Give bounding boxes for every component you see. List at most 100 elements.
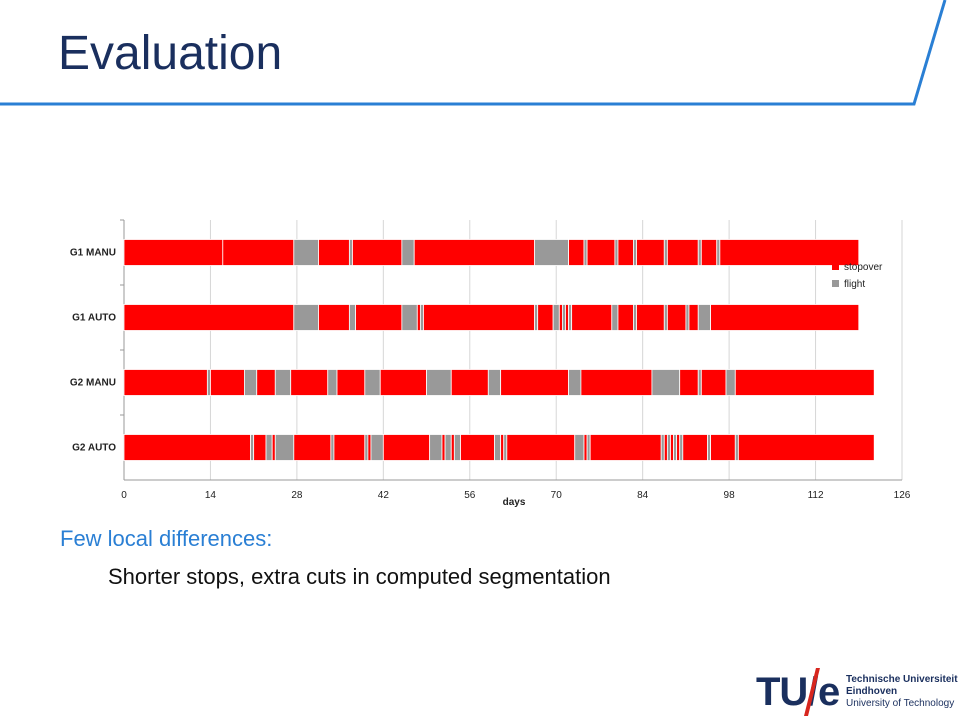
segment-flight-r0-s18	[697, 239, 702, 266]
row-label-2: G2 MANU	[70, 378, 116, 389]
segment-flight-r3-s37	[734, 434, 739, 461]
segment-stopover-r1-s6	[416, 304, 421, 331]
segment-stopover-r0-s5	[352, 239, 403, 266]
segment-stopover-r3-s12	[382, 434, 431, 461]
logo-line-2: Eindhoven	[846, 686, 898, 697]
segment-stopover-r2-s4	[256, 369, 276, 396]
segment-flight-r3-s27	[660, 434, 665, 461]
segment-flight-r3-s31	[673, 434, 678, 461]
x-tick-label-6: 84	[637, 490, 649, 501]
segment-stopover-r3-s24	[583, 434, 588, 461]
segment-flight-r1-s21	[663, 304, 668, 331]
segment-flight-r2-s21	[725, 369, 736, 396]
segment-flight-r2-s9	[364, 369, 381, 396]
logo-line-1: Technische Universiteit	[846, 674, 958, 685]
segment-flight-r0-s10	[583, 239, 588, 266]
segment-flight-r1-s13	[561, 304, 566, 331]
timeline-chart: G1 MANU G1 AUTO G2 MANU G2 AUTO 0 14 28 42 56 70…	[70, 219, 911, 508]
chart-legend: stopover flight	[832, 262, 883, 290]
segment-flight-r3-s19	[494, 434, 502, 461]
segment-flight-r2-s15	[568, 369, 582, 396]
segment-stopover-r0-s13	[617, 239, 634, 266]
x-tick-label-3: 42	[378, 490, 390, 501]
segment-stopover-r3-s22	[506, 434, 576, 461]
segment-flight-r3-s9	[364, 434, 369, 461]
tue-logo: TU/ e Technische Universiteit Eindhoven …	[756, 668, 958, 718]
x-tick-label-0: 0	[121, 490, 127, 501]
segment-flight-r0-s20	[716, 239, 721, 266]
chart-bars	[123, 239, 875, 461]
segment-stopover-r3-s28	[663, 434, 668, 461]
segment-flight-r1-s11	[552, 304, 560, 331]
segment-stopover-r3-s36	[710, 434, 736, 461]
segment-flight-r1-s25	[697, 304, 711, 331]
segment-stopover-r0-s17	[666, 239, 699, 266]
segment-stopover-r3-s14	[441, 434, 446, 461]
segment-flight-r1-s17	[611, 304, 619, 331]
segment-flight-r3-s29	[666, 434, 671, 461]
segment-stopover-r3-s38	[737, 434, 875, 461]
segment-flight-r0-s8	[534, 239, 569, 266]
segment-flight-r2-s13	[487, 369, 502, 396]
segment-stopover-r1-s8	[423, 304, 536, 331]
segment-flight-r0-s4	[348, 239, 353, 266]
segment-flight-r0-s16	[663, 239, 668, 266]
segment-flight-r3-s23	[574, 434, 585, 461]
segment-stopover-r3-s20	[500, 434, 505, 461]
x-axis-tick-labels: 0 14 28 42 56 70 84 98 112 126	[121, 490, 911, 501]
segment-flight-r0-s6	[401, 239, 415, 266]
legend-swatch-stopover	[832, 263, 839, 270]
segment-stopover-r2-s16	[580, 369, 653, 396]
segment-flight-r1-s23	[685, 304, 690, 331]
x-tick-label-1: 14	[205, 490, 217, 501]
segment-flight-r1-s15	[568, 304, 573, 331]
segment-stopover-r2-s10	[379, 369, 427, 396]
segment-flight-r2-s19	[697, 369, 702, 396]
segment-stopover-r1-s24	[688, 304, 699, 331]
segment-flight-r2-s7	[327, 369, 338, 396]
segment-flight-r3-s7	[330, 434, 335, 461]
segment-stopover-r1-s22	[666, 304, 687, 331]
segment-stopover-r0-s1	[222, 239, 295, 266]
segment-stopover-r0-s9	[568, 239, 585, 266]
segment-stopover-r1-s16	[571, 304, 613, 331]
x-tick-label-5: 70	[551, 490, 563, 501]
segment-flight-r1-s3	[348, 304, 356, 331]
segment-flight-r3-s11	[370, 434, 384, 461]
bullet-level-1: Few local differences:	[60, 526, 273, 551]
segment-stopover-r3-s18	[460, 434, 495, 461]
logo-mark-e: e	[818, 670, 841, 714]
segment-stopover-r3-s4	[271, 434, 276, 461]
legend-swatch-flight	[832, 280, 839, 287]
segment-stopover-r2-s0	[123, 369, 208, 396]
segment-stopover-r3-s8	[333, 434, 366, 461]
y-axis-labels: G1 MANU G1 AUTO G2 MANU G2 AUTO	[70, 248, 116, 454]
segment-flight-r2-s17	[651, 369, 681, 396]
x-tick-label-4: 56	[464, 490, 476, 501]
segment-stopover-r3-s6	[293, 434, 332, 461]
logo-text: Technische Universiteit Eindhoven Univer…	[846, 674, 958, 710]
segment-stopover-r3-s16	[450, 434, 455, 461]
segment-flight-r1-s7	[419, 304, 424, 331]
segment-stopover-r0-s11	[586, 239, 616, 266]
segment-stopover-r1-s20	[636, 304, 665, 331]
legend-label-flight: flight	[844, 279, 865, 290]
segment-flight-r2-s3	[244, 369, 258, 396]
segment-flight-r0-s12	[614, 239, 619, 266]
legend-label-stopover: stopover	[844, 262, 883, 273]
bullet-level-2: Shorter stops, extra cuts in computed se…	[108, 564, 611, 589]
segment-flight-r3-s25	[586, 434, 591, 461]
segment-stopover-r0-s3	[318, 239, 350, 266]
segment-stopover-r2-s20	[700, 369, 727, 396]
segment-flight-r3-s33	[679, 434, 684, 461]
segment-flight-r3-s15	[444, 434, 452, 461]
segment-stopover-r0-s7	[413, 239, 536, 266]
x-tick-label-2: 28	[291, 490, 303, 501]
segment-stopover-r2-s8	[336, 369, 366, 396]
segment-flight-r2-s5	[274, 369, 292, 396]
header-accent-line	[0, 0, 947, 106]
row-label-3: G2 AUTO	[72, 443, 116, 454]
x-tick-label-8: 112	[808, 490, 824, 501]
segment-stopover-r2-s6	[290, 369, 329, 396]
segment-stopover-r3-s26	[589, 434, 662, 461]
